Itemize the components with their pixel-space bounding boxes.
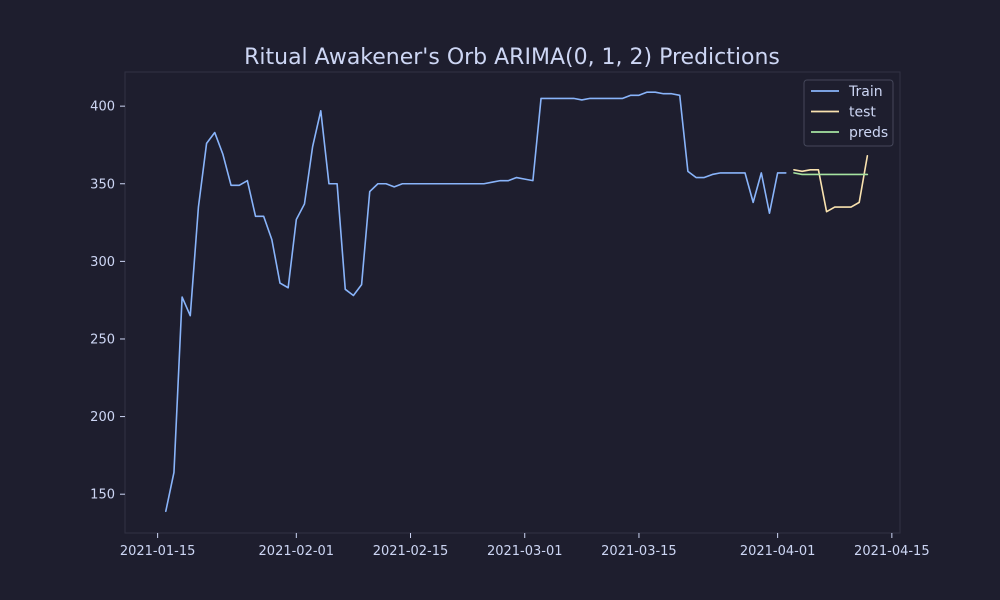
y-tick-label: 200 [90,410,115,425]
y-tick-label: 300 [90,255,115,270]
legend-label-train: Train [848,84,883,100]
x-axis: 2021-01-15 2021-02-01 2021-02-15 2021-03-01… [120,533,930,559]
y-tick-label: 150 [90,488,115,503]
y-tick-label: 400 [90,100,115,115]
x-tick-label: 2021-03-15 [601,544,677,559]
series-line-train [164,91,787,513]
legend-box [803,79,894,147]
x-tick-label: 2021-03-01 [487,544,563,559]
legend-label-preds: preds [849,125,888,141]
plot-area-frame [124,71,901,534]
chart-title: Ritual Awakener's Orb ARIMA(0, 1, 2) Pre… [244,45,780,70]
y-tick-label: 350 [90,177,115,192]
series-line-preds [793,172,869,176]
y-axis: 150 200 250 300 350 400 [90,100,125,503]
x-tick-label: 2021-01-15 [120,544,196,559]
x-tick-label: 2021-02-15 [373,544,449,559]
legend: Train test preds [803,79,894,147]
x-tick-label: 2021-02-01 [259,544,335,559]
x-tick-label: 2021-04-01 [740,544,816,559]
series-layer [164,91,869,513]
y-tick-label: 250 [90,332,115,347]
x-tick-label: 2021-04-15 [854,544,930,559]
legend-label-test: test [849,105,876,121]
series-line-test [793,155,869,213]
